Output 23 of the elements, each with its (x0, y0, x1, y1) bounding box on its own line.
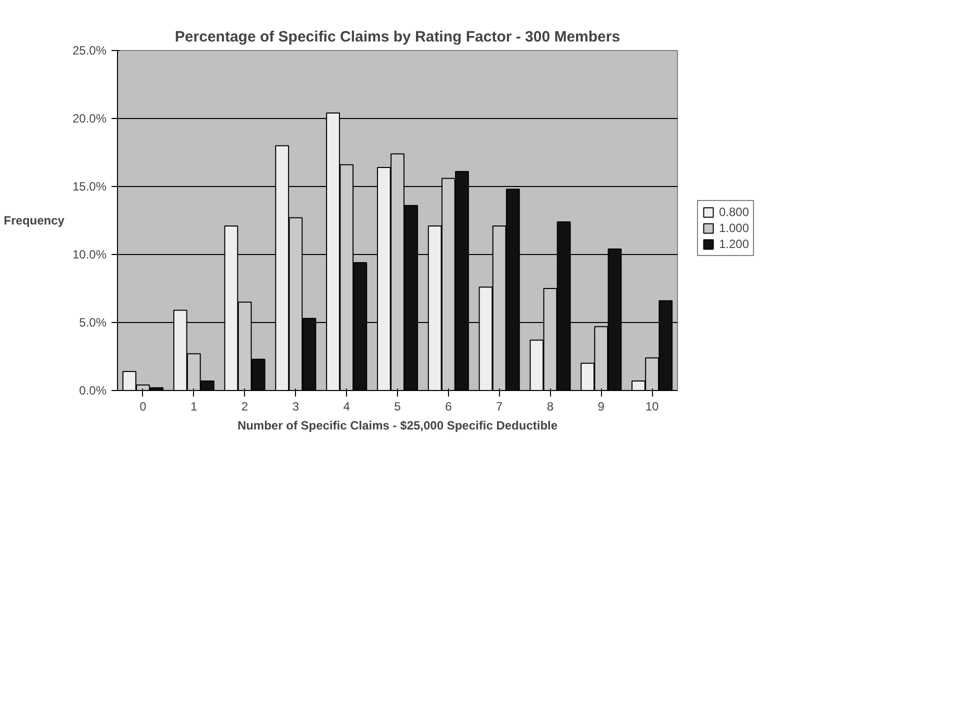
x-tick-label: 10 (645, 400, 660, 414)
x-tick-label: 1 (190, 400, 198, 414)
x-tick-label: 8 (546, 400, 554, 414)
x-tick-label: 4 (343, 400, 350, 414)
chart-title: Percentage of Specific Claims by Rating Factor - 300 Members (174, 28, 620, 46)
legend-label: 1.000 (719, 220, 750, 234)
x-tick-label: 5 (394, 400, 402, 414)
x-tick-label: 2 (241, 400, 248, 414)
x-axis-title: Number of Specific Claims - $25,000 Specific Deductible (237, 418, 558, 432)
y-tick-label: 25.0% (72, 44, 107, 58)
x-tick-label: 0 (140, 400, 147, 414)
x-tick-label: 3 (292, 400, 300, 414)
legend-label: 1.200 (719, 236, 750, 250)
y-tick-label: 15.0% (72, 180, 107, 194)
x-tick-label: 7 (496, 400, 503, 414)
y-axis-title: Frequency (4, 214, 65, 228)
y-tick-label: 20.0% (72, 112, 107, 126)
y-tick-label: 0.0% (79, 384, 107, 398)
x-tick-label: 9 (598, 400, 605, 414)
y-tick-label: 5.0% (79, 316, 107, 330)
legend-label: 0.800 (719, 204, 750, 218)
x-tick-label: 6 (445, 400, 452, 414)
y-tick-label: 10.0% (72, 248, 107, 262)
